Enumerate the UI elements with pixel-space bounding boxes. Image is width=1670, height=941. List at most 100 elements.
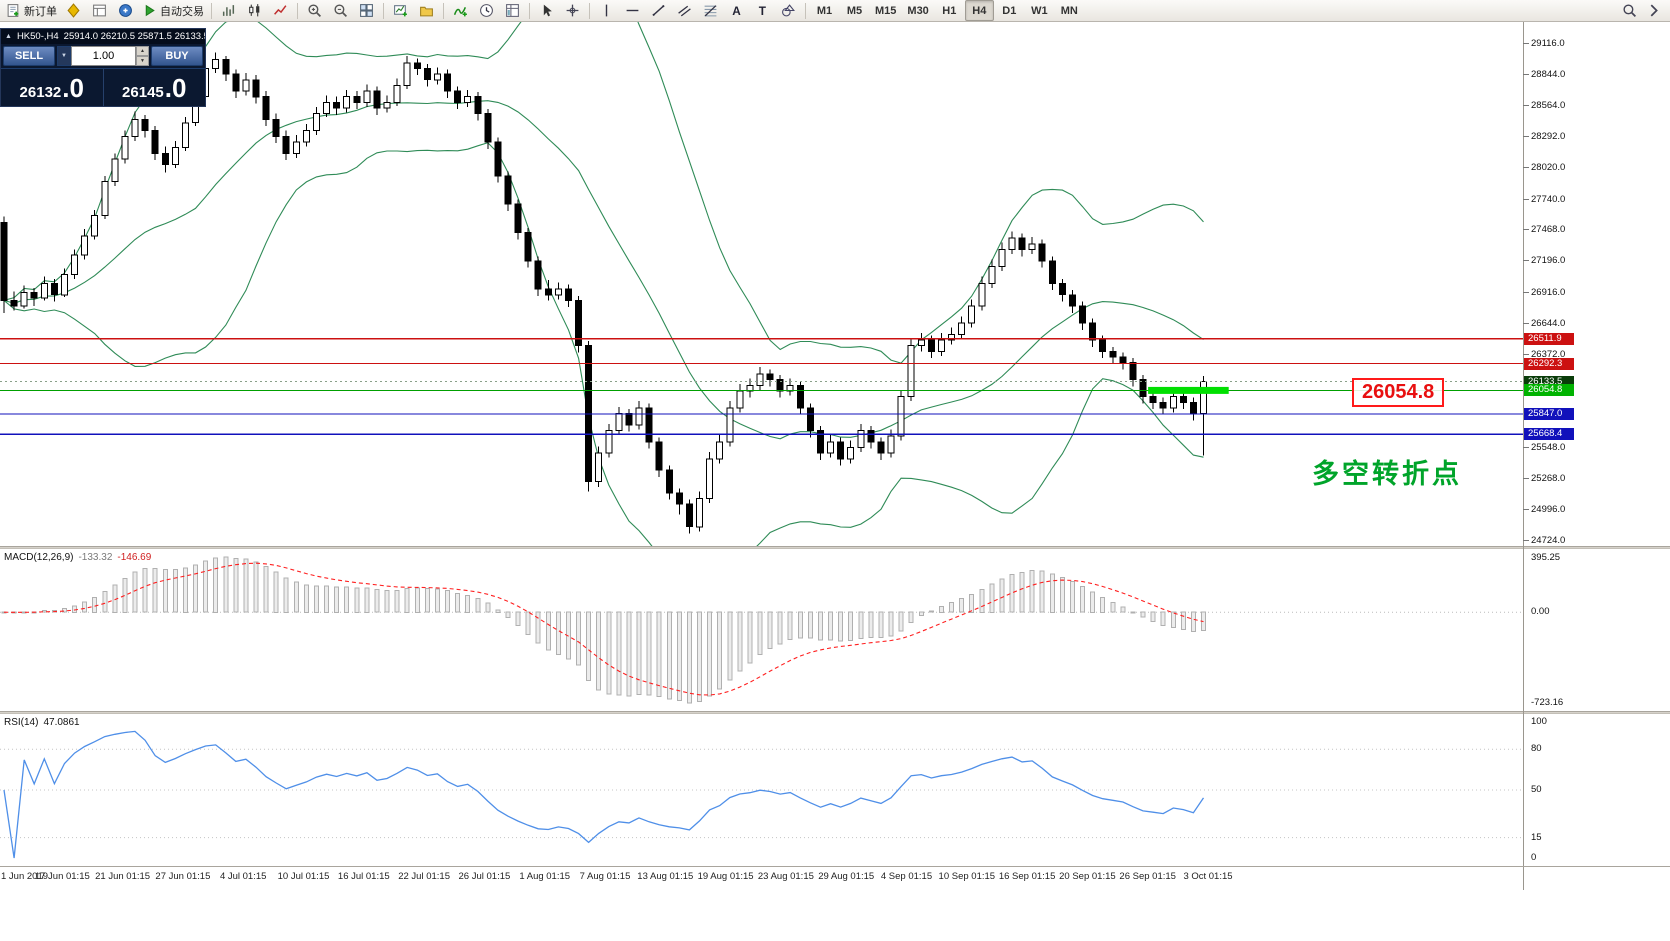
symbol-period-label: HK50-,H4 <box>16 31 59 42</box>
toolbar-overflow-button[interactable] <box>1642 0 1667 21</box>
price-axis-label: 24996.0 <box>1522 504 1566 516</box>
crosshair-button[interactable] <box>560 0 585 21</box>
vline-icon <box>599 3 614 18</box>
highlight-trendline[interactable] <box>1148 386 1229 394</box>
new-chart-icon <box>393 3 408 18</box>
panel-splitter[interactable] <box>0 711 1670 714</box>
templates-button[interactable] <box>500 0 525 21</box>
price-axis-label: 28564.0 <box>1522 100 1566 112</box>
rsi-value: 47.0861 <box>43 717 80 728</box>
text-label-button[interactable]: T <box>750 0 775 21</box>
timeframe-m30-button[interactable]: M30 <box>902 0 933 21</box>
main-chart[interactable] <box>0 22 1523 546</box>
price-badge: 25847.0 <box>1524 407 1574 420</box>
periods-button[interactable] <box>474 0 499 21</box>
cursor-button[interactable] <box>534 0 559 21</box>
zoom-in-button[interactable] <box>302 0 327 21</box>
volume-dropdown-button[interactable]: ▼ <box>57 46 71 66</box>
vertical-line-button[interactable] <box>594 0 619 21</box>
templates-icon <box>505 3 520 18</box>
price-annotation-box[interactable]: 26054.8 <box>1352 378 1445 407</box>
timeframe-d1-button[interactable]: D1 <box>995 0 1024 21</box>
search-button[interactable] <box>1617 0 1642 21</box>
time-axis-label: 13 Aug 01:15 <box>637 871 694 882</box>
macd-scale-zero: 0.00 <box>1531 606 1550 618</box>
volume-increase-button[interactable]: ▲ <box>136 46 149 56</box>
timeframe-mn-button-label: MN <box>1060 4 1078 17</box>
quotes-button[interactable] <box>61 0 86 21</box>
rsi-levels <box>0 748 1523 839</box>
price-badge: 26511.9 <box>1524 332 1574 345</box>
text-button[interactable]: A <box>724 0 749 21</box>
bars-chart-icon <box>221 3 236 18</box>
turning-point-text[interactable]: 多空转折点 <box>1312 459 1462 489</box>
volume-input[interactable]: 1.00 <box>71 46 136 66</box>
timeframe-m15-button[interactable]: M15 <box>870 0 901 21</box>
data-window-button[interactable] <box>87 0 112 21</box>
rsi-scale-label: 15 <box>1531 831 1542 843</box>
time-axis-label: 4 Jul 01:15 <box>219 871 267 882</box>
horizontal-line-button[interactable] <box>620 0 645 21</box>
collapse-arrow-icon[interactable]: ▲ <box>5 33 12 40</box>
macd-signal-line <box>3 562 1204 696</box>
timeframe-h4-button-label: H4 <box>972 4 987 17</box>
fibonacci-button[interactable] <box>698 0 723 21</box>
macd-histogram <box>1 556 1206 704</box>
text-icon: A <box>729 3 744 18</box>
toolbar-separator <box>297 2 298 19</box>
new-chart-button[interactable] <box>388 0 413 21</box>
bid-ask-prices: 26132.0 26145.0 <box>1 68 205 106</box>
channel-icon <box>677 3 692 18</box>
sell-button[interactable]: SELL <box>3 46 55 66</box>
periods-clock-icon <box>479 3 494 18</box>
new-order-button[interactable]: 新订单 <box>3 0 60 21</box>
macd-scale-min: -723.16 <box>1531 697 1564 708</box>
new-order-icon <box>6 3 21 18</box>
bar-chart-button[interactable] <box>216 0 241 21</box>
timeframe-h4-button[interactable]: H4 <box>964 0 994 21</box>
macd-main-value: -133.32 <box>78 552 113 563</box>
support-resistance-lines[interactable] <box>0 338 1523 435</box>
autotrading-button-label: 自动交易 <box>160 5 204 18</box>
indicators-icon <box>453 3 468 18</box>
timeframe-m1-button[interactable]: M1 <box>810 0 839 21</box>
profiles-icon <box>419 3 434 18</box>
volume-decrease-button[interactable]: ▼ <box>136 56 149 66</box>
timeframe-h1-button[interactable]: H1 <box>935 0 964 21</box>
toolbar-separator <box>589 2 590 19</box>
rsi-panel-chart[interactable] <box>0 714 1523 866</box>
timeframe-m1-button-label: M1 <box>816 4 833 17</box>
rsi-name: RSI(14) <box>4 717 39 728</box>
timeframe-m30-button-label: M30 <box>907 4 929 17</box>
profiles-button[interactable] <box>414 0 439 21</box>
price-axis-label: 27740.0 <box>1522 193 1566 205</box>
timeframe-w1-button[interactable]: W1 <box>1025 0 1054 21</box>
candlestick-chart-button[interactable] <box>242 0 267 21</box>
panel-splitter[interactable] <box>0 546 1670 549</box>
macd-panel-chart[interactable] <box>0 549 1523 711</box>
timeframe-m5-button[interactable]: M5 <box>840 0 869 21</box>
price-axis-label: 25548.0 <box>1522 441 1566 453</box>
line-chart-button[interactable] <box>268 0 293 21</box>
equidistant-channel-button[interactable] <box>672 0 697 21</box>
rsi-scale-label: 100 <box>1531 716 1547 727</box>
strategy-icon <box>118 3 133 18</box>
crosshair-icon <box>565 3 580 18</box>
time-axis-label: 22 Jul 01:15 <box>398 871 450 882</box>
shapes-dropdown-button[interactable] <box>776 0 801 21</box>
price-axis-label: 26644.0 <box>1522 317 1566 329</box>
zoom-out-button[interactable] <box>328 0 353 21</box>
tile-windows-button[interactable] <box>354 0 379 21</box>
time-axis-label: 10 Sep 01:15 <box>938 871 996 882</box>
time-axis-label: 7 Aug 01:15 <box>579 871 631 882</box>
indicators-button[interactable] <box>448 0 473 21</box>
rsi-indicator-label: RSI(14) 47.0861 <box>4 717 80 728</box>
strategy-tester-button[interactable] <box>113 0 138 21</box>
buy-button[interactable]: BUY <box>151 46 203 66</box>
trendline-button[interactable] <box>646 0 671 21</box>
timeframe-mn-button[interactable]: MN <box>1055 0 1084 21</box>
cursor-icon <box>539 3 554 18</box>
autotrading-button[interactable]: 自动交易 <box>139 0 207 21</box>
timeframe-h1-button-label: H1 <box>942 4 957 17</box>
